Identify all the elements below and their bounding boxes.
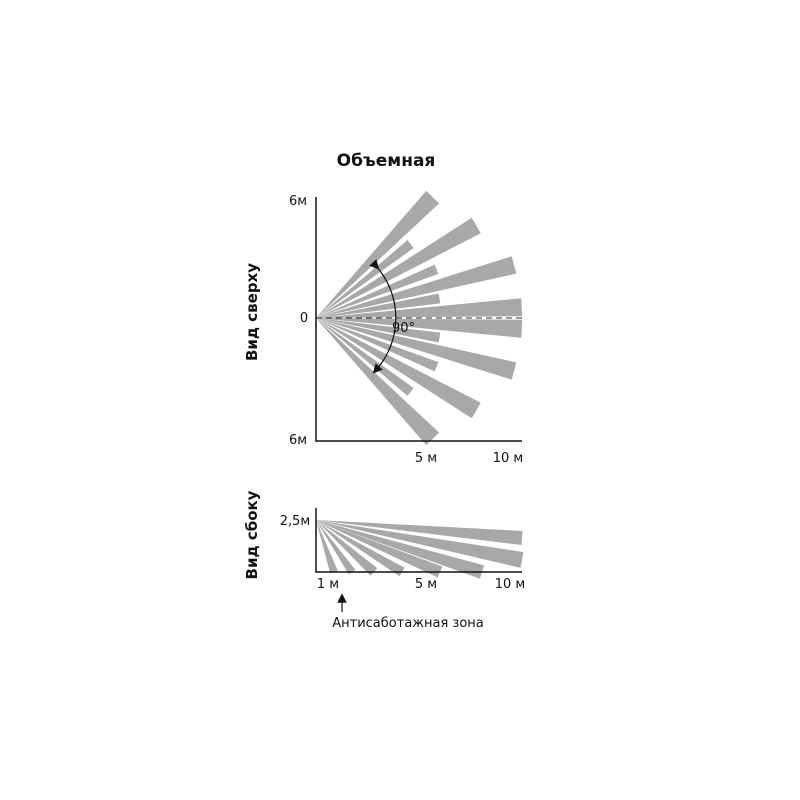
beam	[316, 520, 443, 578]
beam	[316, 318, 440, 446]
beam	[316, 318, 481, 419]
side-beams	[316, 520, 524, 579]
top-axes	[315, 197, 522, 442]
beam	[316, 520, 338, 574]
angle-arc	[369, 259, 397, 374]
beam	[316, 240, 414, 318]
y-label: 0	[300, 311, 308, 326]
beam	[316, 520, 356, 575]
x-label: 5 м	[415, 451, 437, 466]
beam	[316, 520, 523, 545]
beam	[316, 520, 378, 576]
x-label: 5 м	[415, 577, 437, 592]
y-label: 6м	[289, 194, 307, 209]
beam	[316, 318, 414, 396]
x-label: 1 м	[317, 577, 339, 592]
y-label: 2,5м	[280, 514, 310, 529]
beam	[316, 520, 485, 579]
beam	[316, 256, 517, 318]
view-label: Вид сверху	[243, 263, 261, 361]
side-axes	[315, 508, 522, 573]
title: Объемная	[337, 151, 436, 171]
beam	[316, 217, 481, 318]
x-label: 10 м	[493, 451, 523, 466]
beam	[316, 318, 517, 380]
beam	[316, 520, 405, 577]
beam	[316, 298, 523, 318]
beam	[316, 190, 440, 318]
y-label: 6м	[289, 433, 307, 448]
beam	[316, 520, 524, 568]
x-label: 10 м	[495, 577, 525, 592]
view-label: Вид сбоку	[243, 490, 261, 579]
beam	[316, 318, 523, 338]
note: Антисаботажная зона	[332, 616, 484, 631]
angle-label: 90°	[392, 321, 415, 336]
